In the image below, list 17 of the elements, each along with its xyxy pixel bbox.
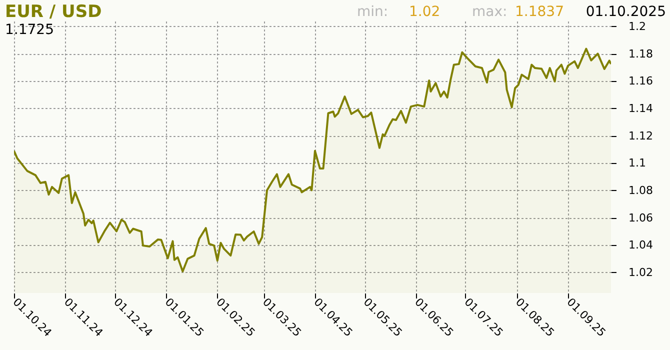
- text: 1.1837: [515, 4, 564, 20]
- text: min:: [357, 4, 388, 20]
- y-tick-label: 1.06: [628, 211, 653, 224]
- text: 01.10.2025: [586, 4, 666, 20]
- y-tick-label: 1.04: [628, 238, 653, 252]
- text: max:: [472, 4, 508, 20]
- y-tick-label: 1.2: [628, 20, 646, 33]
- y-tick-label: 1.02: [628, 266, 653, 279]
- chart-title: EUR / USD: [5, 2, 102, 22]
- y-tick-label: 1.18: [628, 47, 653, 60]
- y-tick-label: 1.12: [628, 129, 653, 142]
- y-tick-label: 1.14: [628, 102, 653, 115]
- y-tick-label: 1.08: [628, 184, 653, 197]
- text: 1.02: [409, 4, 440, 20]
- y-tick-label: 1.1: [628, 156, 646, 170]
- annotation: 1.1725: [5, 22, 54, 38]
- y-tick-label: 1.16: [628, 74, 653, 88]
